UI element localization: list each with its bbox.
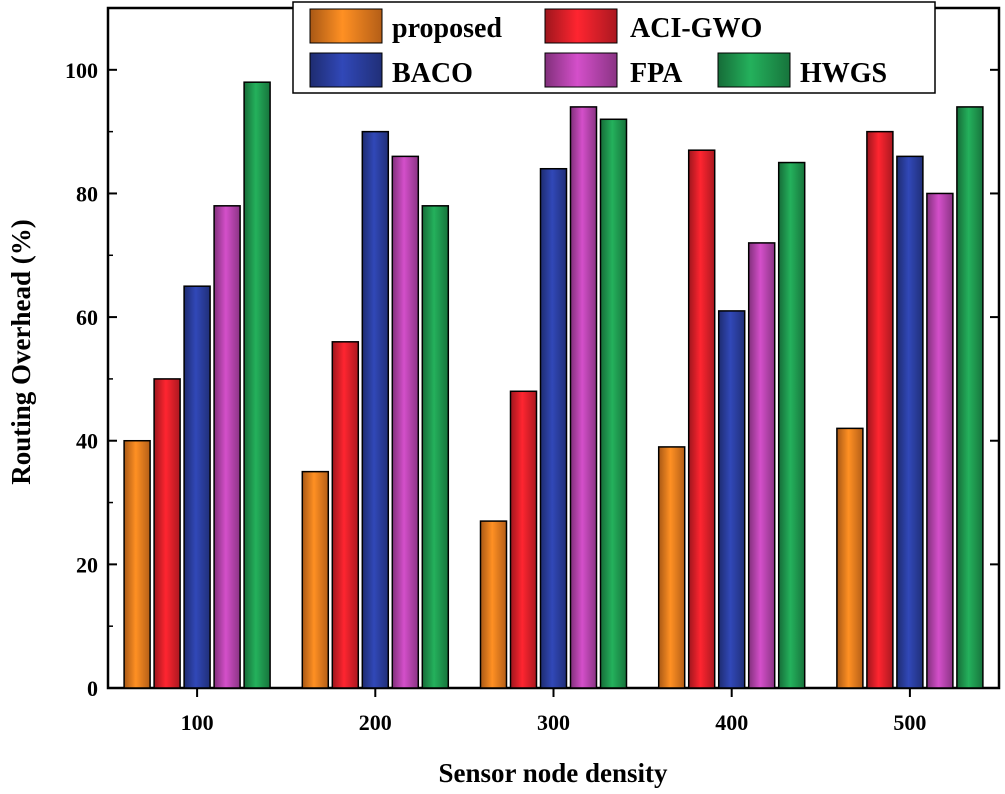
bar-proposed-400	[657, 446, 686, 689]
bar-baco-300	[539, 167, 568, 689]
bar-aci-gwo-200	[331, 341, 360, 689]
legend-label-baco: BACO	[392, 58, 473, 89]
legend-swatch-aci-gwo	[544, 8, 618, 44]
legend-label-proposed: proposed	[392, 13, 502, 44]
bar-fpa-200	[391, 155, 420, 689]
x-tick-label-100: 100	[181, 710, 214, 735]
x-tick-label-500: 500	[893, 710, 926, 735]
bar-hwgs-500	[956, 106, 984, 689]
bar-aci-gwo-400	[687, 149, 716, 689]
legend-label-hwgs: HWGS	[800, 58, 887, 89]
bar-aci-gwo-100	[153, 378, 181, 689]
x-axis-title: Sensor node density	[438, 758, 668, 788]
bar-proposed-100	[123, 439, 151, 689]
bar-hwgs-400	[777, 161, 806, 689]
bar-aci-gwo-300	[509, 390, 538, 689]
bar-baco-200	[361, 130, 390, 689]
legend-swatch-fpa	[544, 52, 618, 88]
y-axis: 0 20 40 60 80 100	[65, 58, 999, 701]
legend-label-fpa: FPA	[630, 58, 683, 89]
bar-baco-100	[183, 285, 211, 689]
legend-swatch-hwgs	[717, 52, 791, 88]
bar-proposed-200	[301, 470, 330, 689]
bar-proposed-500	[836, 427, 864, 689]
legend: proposed ACI-GWO BACO FPA HWGS	[292, 1, 936, 94]
bar-fpa-500	[926, 192, 954, 689]
bar-hwgs-300	[599, 118, 628, 689]
y-tick-label-100: 100	[65, 58, 98, 83]
bar-fpa-100	[213, 205, 241, 689]
x-tick-label-400: 400	[715, 710, 748, 735]
legend-swatch-proposed	[309, 8, 383, 44]
x-axis: 100 200 300 400 500	[181, 688, 926, 735]
bar-fpa-400	[747, 242, 776, 689]
y-tick-label-80: 80	[76, 181, 98, 206]
y-tick-label-60: 60	[76, 305, 98, 330]
legend-label-aci-gwo: ACI-GWO	[630, 13, 762, 44]
x-tick-label-300: 300	[537, 710, 570, 735]
bar-hwgs-100	[243, 81, 271, 689]
x-tick-label-200: 200	[359, 710, 392, 735]
bar-fpa-300	[569, 106, 598, 689]
y-tick-label-40: 40	[76, 429, 98, 454]
y-axis-title: Routing Overhead (%)	[6, 219, 36, 485]
bar-aci-gwo-500	[866, 130, 894, 689]
bars-group	[123, 81, 984, 689]
bar-proposed-300	[479, 520, 508, 689]
bar-baco-400	[717, 310, 746, 689]
legend-swatch-baco	[309, 52, 383, 88]
y-tick-label-20: 20	[76, 552, 98, 577]
y-tick-label-0: 0	[87, 676, 98, 701]
bar-baco-500	[896, 155, 924, 689]
bar-hwgs-200	[421, 205, 450, 689]
